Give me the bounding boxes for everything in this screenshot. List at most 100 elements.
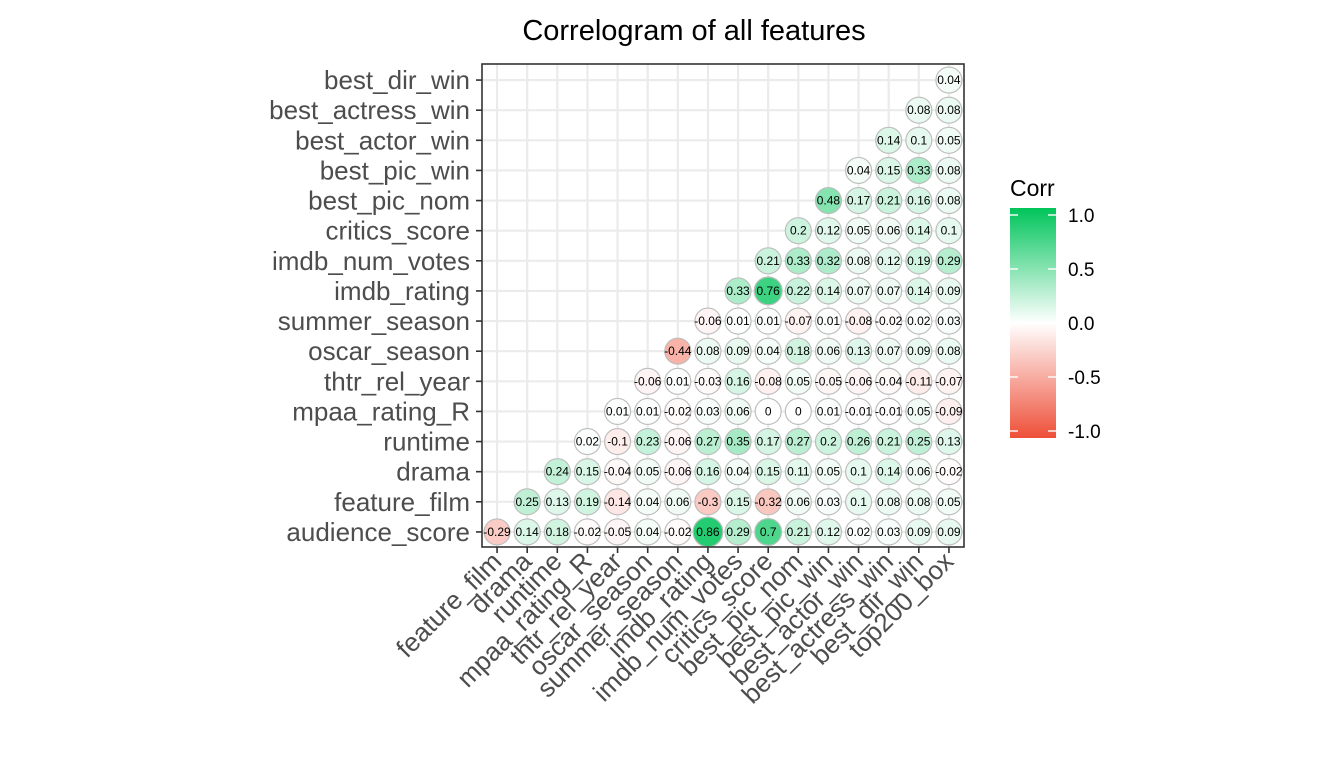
corr-circle [754, 397, 782, 426]
corr-circle [603, 427, 632, 456]
corr-circle [875, 427, 903, 456]
corr-circle [875, 337, 903, 365]
corr-value-label: 0.05 [817, 465, 841, 479]
corr-value-label: 0.01 [757, 314, 781, 328]
corr-value-label: 0.1 [910, 133, 927, 147]
corr-circle [634, 518, 662, 546]
corr-circle [784, 307, 812, 335]
corr-value-label: -0.11 [906, 374, 933, 388]
corr-value-label: 0.13 [847, 344, 871, 358]
corr-value-label: -0.06 [664, 435, 692, 449]
corr-value-label: 0.33 [907, 163, 931, 177]
corr-value-label: 0.1 [850, 495, 867, 509]
corr-circle [844, 458, 873, 486]
corr-value-label: 0.23 [636, 435, 660, 449]
corr-circle [634, 397, 662, 426]
corr-value-label: -0.01 [875, 404, 903, 418]
corr-value-label: 0.09 [937, 525, 961, 539]
corr-value-label: 0.1 [941, 224, 958, 238]
corr-value-label: 0.15 [877, 163, 901, 177]
corr-value-label: -0.04 [604, 465, 632, 479]
corr-circle [694, 337, 722, 365]
corr-circle [875, 277, 903, 305]
corr-circle [664, 518, 692, 546]
corr-circle [603, 488, 632, 516]
y-tick-label: imdb_rating [334, 276, 470, 306]
corr-value-label: 0.02 [907, 314, 931, 328]
corr-value-label: 0.22 [787, 284, 811, 298]
corr-value-label: 0.02 [847, 525, 871, 539]
corr-circle [694, 307, 722, 335]
corr-circle [814, 337, 843, 365]
corr-circle [935, 277, 963, 305]
corr-value-label: -0.05 [604, 525, 632, 539]
corr-circle [664, 397, 692, 426]
y-tick-label: runtime [383, 427, 470, 457]
y-tick-label: summer_season [278, 306, 470, 336]
corr-circle [844, 427, 873, 456]
corr-value-label: 0.01 [817, 404, 841, 418]
corr-value-label: 0.12 [877, 254, 901, 268]
corr-value-label: -0.02 [664, 404, 692, 418]
corr-circle [814, 367, 843, 395]
corr-value-label: 0.12 [817, 224, 841, 238]
y-tick-label: best_actress_win [269, 95, 470, 125]
corr-value-label: 0.06 [726, 404, 750, 418]
corr-value-label: 0.07 [877, 344, 901, 358]
corr-circle [875, 397, 903, 426]
corr-circle [935, 186, 963, 215]
corr-circle [905, 337, 933, 365]
corr-circle [935, 247, 963, 275]
corr-value-label: 0.05 [907, 404, 931, 418]
corr-value-label: 0.09 [907, 344, 931, 358]
corr-circle [603, 397, 632, 426]
corr-value-label: 0.01 [726, 314, 750, 328]
legend-tick-label: 0.0 [1068, 314, 1094, 335]
legend: Corr 1.0 0.5 0.0 -0.5 -1.0 [1010, 175, 1101, 443]
corr-circle [905, 156, 933, 185]
corr-circle [814, 247, 843, 275]
corr-circle [935, 427, 963, 456]
plot-border [481, 63, 965, 548]
corr-circle [694, 458, 722, 486]
y-tick-label: audience_score [286, 517, 470, 547]
corr-circle [573, 488, 602, 516]
corr-value-label: 0.27 [696, 435, 720, 449]
corr-value-label: 0.17 [757, 435, 781, 449]
corr-value-label: 0.06 [787, 495, 811, 509]
corr-value-label: 0.16 [907, 194, 931, 208]
corr-circle [694, 367, 722, 395]
corr-value-label: -0.02 [664, 525, 692, 539]
corr-value-label: -0.08 [755, 374, 783, 388]
corr-value-label: 0.08 [937, 163, 961, 177]
corr-value-label: 0.03 [696, 404, 720, 418]
corr-circle [814, 397, 843, 426]
corr-value-label: 0.04 [726, 465, 750, 479]
corr-circle [875, 488, 903, 516]
corr-value-label: 0.21 [877, 194, 901, 208]
corr-circle [784, 458, 812, 486]
corr-circle [844, 367, 873, 395]
corr-value-label: 0.06 [877, 224, 901, 238]
y-tick-label: mpaa_rating_R [292, 396, 470, 426]
corr-value-label: 0.76 [757, 284, 781, 298]
corr-circle [935, 217, 963, 245]
corr-circle [875, 518, 903, 546]
corr-value-label: 0.04 [636, 525, 660, 539]
y-tick-label: thtr_rel_year [324, 366, 470, 396]
legend-tick-label: -1.0 [1068, 422, 1101, 443]
corr-circle [784, 337, 812, 365]
corr-value-label: 0.24 [546, 465, 570, 479]
corr-value-label: 0.08 [907, 103, 931, 117]
corr-value-label: 0.15 [757, 465, 781, 479]
corr-circle [724, 307, 752, 335]
corr-value-label: 0.08 [937, 103, 961, 117]
corr-value-label: -0.1 [607, 435, 628, 449]
corr-value-label: 0.06 [666, 495, 690, 509]
chart-title: Correlogram of all features [522, 15, 865, 47]
corr-value-label: 0.05 [847, 224, 871, 238]
corr-value-label: -0.02 [875, 314, 903, 328]
corr-circle [634, 367, 662, 395]
corr-circle [724, 277, 752, 305]
